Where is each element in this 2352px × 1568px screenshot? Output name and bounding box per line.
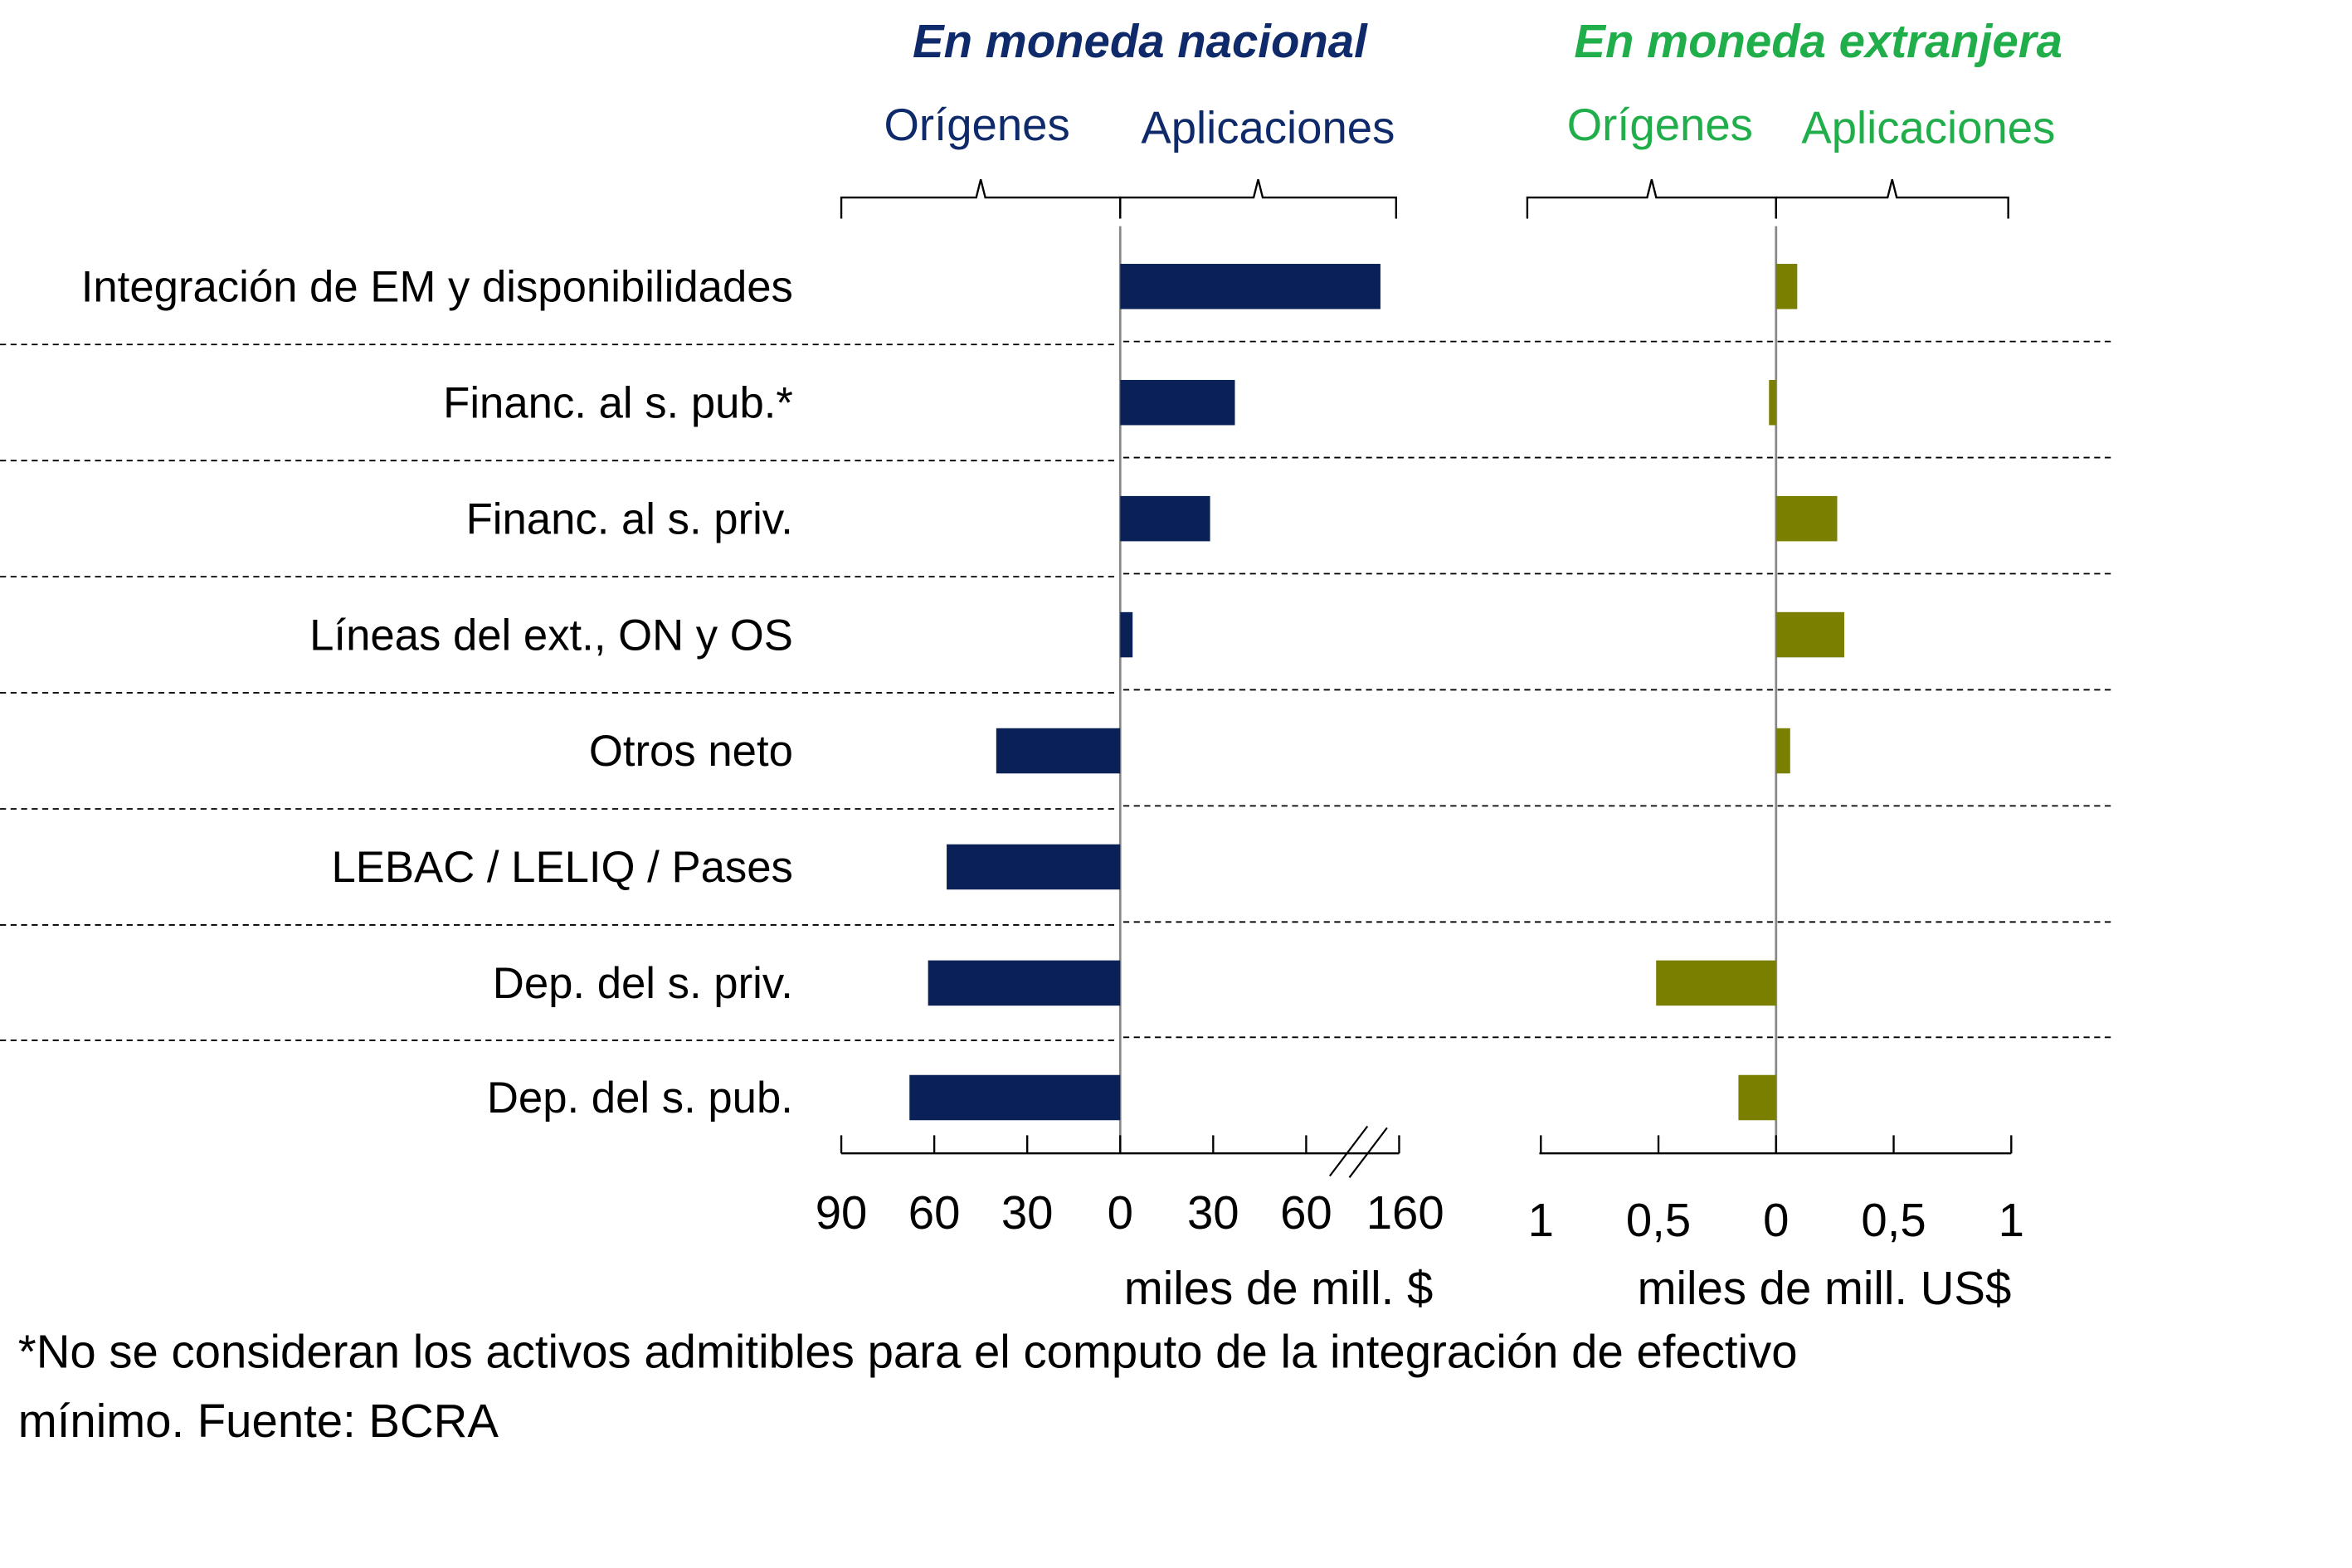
x-axis-label: miles de mill. $ [1124,1262,1433,1314]
footnote-line-1: *No se consideran los activos admitibles… [18,1325,1798,1377]
bar [947,844,1121,890]
bar [1120,379,1235,426]
x-tick-label: 30 [1187,1186,1239,1239]
category-label: Líneas del ext., ON y OS [309,611,793,660]
origins-label: Orígenes [1567,100,1753,150]
category-label: Integración de EM y disponibilidades [81,262,793,311]
x-tick-label: 60 [908,1186,961,1239]
bar [1775,728,1790,774]
applications-brace [1775,178,2009,219]
x-tick-label: 30 [1001,1186,1054,1239]
applications-label: Aplicaciones [1801,103,2055,153]
origins-brace [840,178,1122,219]
bar [928,960,1121,1006]
x-tick-label: 0,5 [1626,1194,1691,1246]
x-tick-label: 0,5 [1861,1194,1926,1246]
category-label: Dep. del s. priv. [493,959,793,1008]
x-tick-label: 90 [816,1186,868,1239]
x-tick-label: 1 [1528,1194,1554,1246]
category-label: LEBAC / LELIQ / Pases [331,843,792,892]
footnote-line-2: mínimo. Fuente: BCRA [18,1395,499,1447]
applications-brace [1119,178,1398,219]
x-axis-label: miles de mill. US$ [1638,1262,2012,1314]
bar [1775,611,1845,658]
panel-title: En moneda extranjera [1574,15,2062,67]
category-label: Financ. al s. priv. [466,494,793,543]
x-tick-label: 160 [1366,1186,1444,1239]
bar [1120,264,1381,309]
applications-label: Aplicaciones [1141,103,1395,153]
origins-brace [1526,178,1777,219]
bar [1769,379,1776,426]
bar [1120,611,1133,658]
x-tick-label: 60 [1280,1186,1332,1239]
origins-label: Orígenes [884,100,1070,150]
bar [909,1074,1121,1121]
category-label: Dep. del s. pub. [487,1074,793,1122]
bar [1775,495,1838,542]
bar [996,728,1121,774]
x-tick-label: 1 [1999,1194,2024,1246]
bar [1775,264,1798,309]
x-tick-label: 0 [1763,1194,1789,1246]
axis-break-mark [1348,1127,1388,1178]
x-tick-label: 0 [1108,1186,1133,1239]
axis-break-mark [1328,1125,1369,1177]
bar [1656,960,1776,1006]
category-label: Financ. al s. pub.* [443,378,793,427]
bar [1120,495,1210,542]
panel-title: En moneda nacional [913,15,1368,67]
category-label: Otros neto [589,727,793,776]
bar [1738,1074,1776,1121]
